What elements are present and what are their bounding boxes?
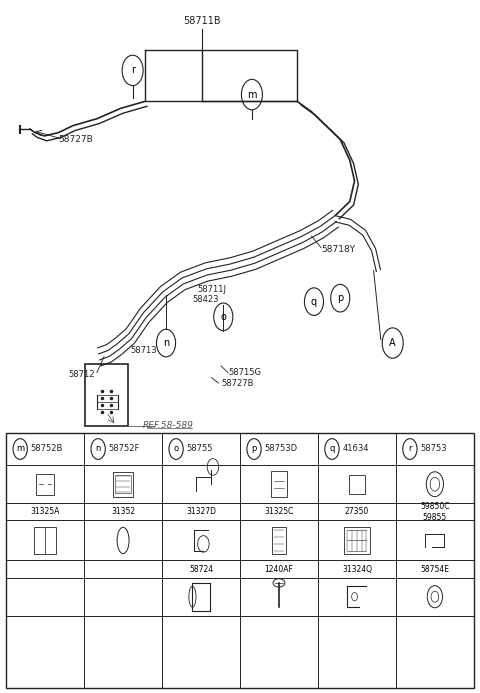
Text: p: p [252, 444, 257, 453]
Text: m: m [16, 444, 24, 453]
Text: 58753: 58753 [420, 444, 447, 453]
Bar [6, 432, 474, 688]
Text: 58727B: 58727B [221, 378, 253, 387]
Bar [113, 472, 133, 497]
Text: p: p [337, 293, 343, 303]
Text: o: o [220, 312, 226, 322]
Text: o: o [174, 444, 179, 453]
Text: 58755: 58755 [187, 444, 213, 453]
Text: 31325C: 31325C [264, 507, 294, 516]
Bar [272, 527, 286, 554]
Text: 27350: 27350 [345, 507, 369, 516]
Bar [116, 475, 131, 493]
Text: 31324Q: 31324Q [342, 565, 372, 574]
Text: 1240AF: 1240AF [264, 565, 293, 574]
Text: n: n [96, 444, 101, 453]
Bar [35, 527, 56, 554]
Text: 59850C
59855: 59850C 59855 [420, 502, 450, 522]
Text: 58711B: 58711B [183, 16, 221, 26]
Text: REF.58-589: REF.58-589 [143, 421, 194, 430]
Text: r: r [131, 65, 134, 76]
Text: n: n [163, 338, 169, 348]
Text: 41634: 41634 [342, 444, 369, 453]
Text: q: q [329, 444, 335, 453]
Text: 58712: 58712 [68, 369, 95, 378]
Text: 58724: 58724 [189, 565, 213, 574]
Bar [271, 471, 288, 498]
Bar [36, 474, 54, 495]
Text: 58752F: 58752F [108, 444, 140, 453]
Text: 58727B: 58727B [59, 135, 94, 144]
Text: 31325A: 31325A [30, 507, 60, 516]
Text: 58753D: 58753D [264, 444, 298, 453]
Text: A: A [389, 338, 396, 348]
Text: 31327D: 31327D [186, 507, 216, 516]
Text: 58423: 58423 [192, 295, 219, 304]
Text: q: q [311, 297, 317, 306]
Text: 58752B: 58752B [31, 444, 63, 453]
Bar [344, 527, 370, 554]
Text: r: r [408, 444, 412, 453]
Text: 58754E: 58754E [420, 565, 449, 574]
Text: 31352: 31352 [111, 507, 135, 516]
Text: 58718Y: 58718Y [321, 245, 355, 254]
Bar [349, 475, 364, 494]
Text: m: m [247, 89, 257, 100]
Text: 58713: 58713 [130, 346, 157, 355]
Text: 58715G: 58715G [228, 368, 261, 377]
Text: 58711J: 58711J [197, 286, 226, 295]
